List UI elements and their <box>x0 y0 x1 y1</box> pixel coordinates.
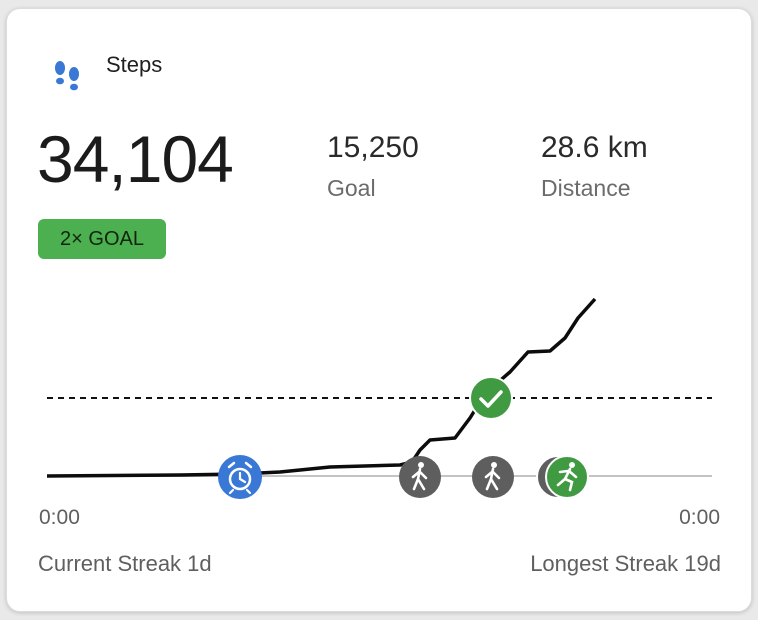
goal-label: Goal <box>327 175 376 201</box>
goal-multiple-badge: 2× GOAL <box>38 219 166 259</box>
steps-card[interactable] <box>6 8 752 612</box>
steps-progress-line <box>46 297 597 478</box>
walking-icon[interactable] <box>399 456 441 498</box>
distance-label: Distance <box>541 175 631 201</box>
running-icon[interactable] <box>545 455 589 499</box>
timeline-end-label: 0:00 <box>679 506 720 529</box>
current-streak: Current Streak 1d <box>38 551 212 576</box>
walking-icon[interactable] <box>472 456 514 498</box>
timeline-start-label: 0:00 <box>39 506 80 529</box>
distance-value: 28.6 km <box>541 131 648 164</box>
card-title: Steps <box>106 52 163 77</box>
footprints-icon <box>55 61 79 91</box>
goal-value: 15,250 <box>327 131 419 164</box>
goal-check-icon[interactable] <box>469 376 513 420</box>
alarm-clock-icon[interactable] <box>218 455 262 499</box>
longest-streak: Longest Streak 19d <box>530 551 721 576</box>
steps-count: 34,104 <box>37 122 234 196</box>
